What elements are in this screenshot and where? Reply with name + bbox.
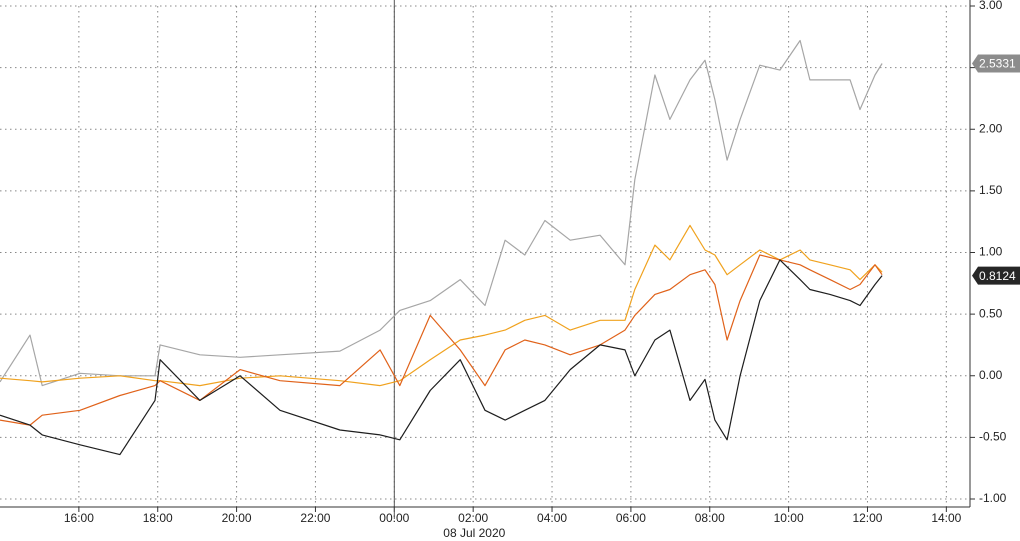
x-tick-label: 08:00	[695, 511, 725, 525]
price-tag	[972, 266, 1020, 285]
x-tick-label: 22:00	[300, 511, 330, 525]
y-tick-label: 3.00	[979, 0, 1003, 12]
price-tag-label: 0.8124	[979, 269, 1016, 283]
series-line	[0, 39, 883, 387]
x-tick-label: 02:00	[458, 511, 488, 525]
x-tick-label: 18:00	[143, 511, 173, 525]
x-tick-label: 12:00	[852, 511, 882, 525]
series-line	[0, 259, 883, 456]
y-tick-label: -1.00	[979, 491, 1007, 505]
y-tick-label: 1.50	[979, 183, 1003, 197]
x-tick-label: 20:00	[222, 511, 252, 525]
x-tick-label: 16:00	[64, 511, 94, 525]
y-tick-label: 0.00	[979, 368, 1003, 382]
x-tick-label: 04:00	[537, 511, 567, 525]
x-tick-label: 10:00	[774, 511, 804, 525]
y-tick-label: 2.00	[979, 121, 1003, 135]
price-tag-label: 2.5331	[979, 57, 1016, 71]
y-tick-label: -0.50	[979, 430, 1007, 444]
y-tick-label: 0.50	[979, 306, 1003, 320]
series-line	[0, 254, 883, 426]
series-line	[0, 224, 883, 387]
price-tag	[972, 54, 1020, 73]
x-tick-label: 06:00	[616, 511, 646, 525]
y-tick-label: 1.00	[979, 245, 1003, 259]
date-label: 08 Jul 2020	[443, 526, 505, 540]
x-tick-label: 14:00	[931, 511, 961, 525]
